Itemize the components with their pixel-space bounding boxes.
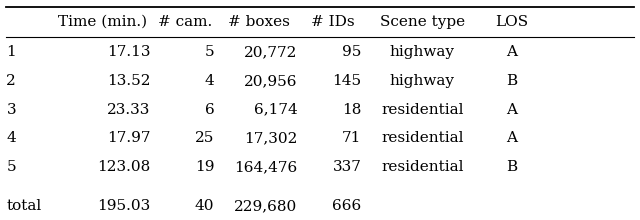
Text: highway: highway (390, 45, 455, 59)
Text: 71: 71 (342, 131, 362, 145)
Text: 229,680: 229,680 (234, 199, 298, 213)
Text: 95: 95 (342, 45, 362, 59)
Text: 666: 666 (332, 199, 362, 213)
Text: 17,302: 17,302 (244, 131, 298, 145)
Text: 20,772: 20,772 (244, 45, 298, 59)
Text: 123.08: 123.08 (97, 160, 150, 174)
Text: 4: 4 (6, 131, 16, 145)
Text: residential: residential (381, 131, 463, 145)
Text: 145: 145 (332, 74, 362, 88)
Text: 40: 40 (195, 199, 214, 213)
Text: 5: 5 (6, 160, 16, 174)
Text: 19: 19 (195, 160, 214, 174)
Text: B: B (506, 160, 518, 174)
Text: 195.03: 195.03 (97, 199, 150, 213)
Text: # boxes: # boxes (228, 15, 290, 29)
Text: 18: 18 (342, 103, 362, 117)
Text: 337: 337 (333, 160, 362, 174)
Text: LOS: LOS (495, 15, 529, 29)
Text: A: A (506, 45, 518, 59)
Text: 5: 5 (205, 45, 214, 59)
Text: 25: 25 (195, 131, 214, 145)
Text: residential: residential (381, 160, 463, 174)
Text: residential: residential (381, 103, 463, 117)
Text: 6,174: 6,174 (254, 103, 298, 117)
Text: # IDs: # IDs (311, 15, 355, 29)
Text: 17.97: 17.97 (107, 131, 150, 145)
Text: total: total (6, 199, 42, 213)
Text: highway: highway (390, 74, 455, 88)
Text: Time (min.): Time (min.) (58, 15, 147, 29)
Text: 1: 1 (6, 45, 16, 59)
Text: Scene type: Scene type (380, 15, 465, 29)
Text: 20,956: 20,956 (244, 74, 298, 88)
Text: 17.13: 17.13 (107, 45, 150, 59)
Text: A: A (506, 131, 518, 145)
Text: 2: 2 (6, 74, 16, 88)
Text: 13.52: 13.52 (107, 74, 150, 88)
Text: A: A (506, 103, 518, 117)
Text: # cam.: # cam. (159, 15, 212, 29)
Text: 164,476: 164,476 (234, 160, 298, 174)
Text: B: B (506, 74, 518, 88)
Text: 23.33: 23.33 (107, 103, 150, 117)
Text: 6: 6 (205, 103, 214, 117)
Text: 3: 3 (6, 103, 16, 117)
Text: 4: 4 (205, 74, 214, 88)
